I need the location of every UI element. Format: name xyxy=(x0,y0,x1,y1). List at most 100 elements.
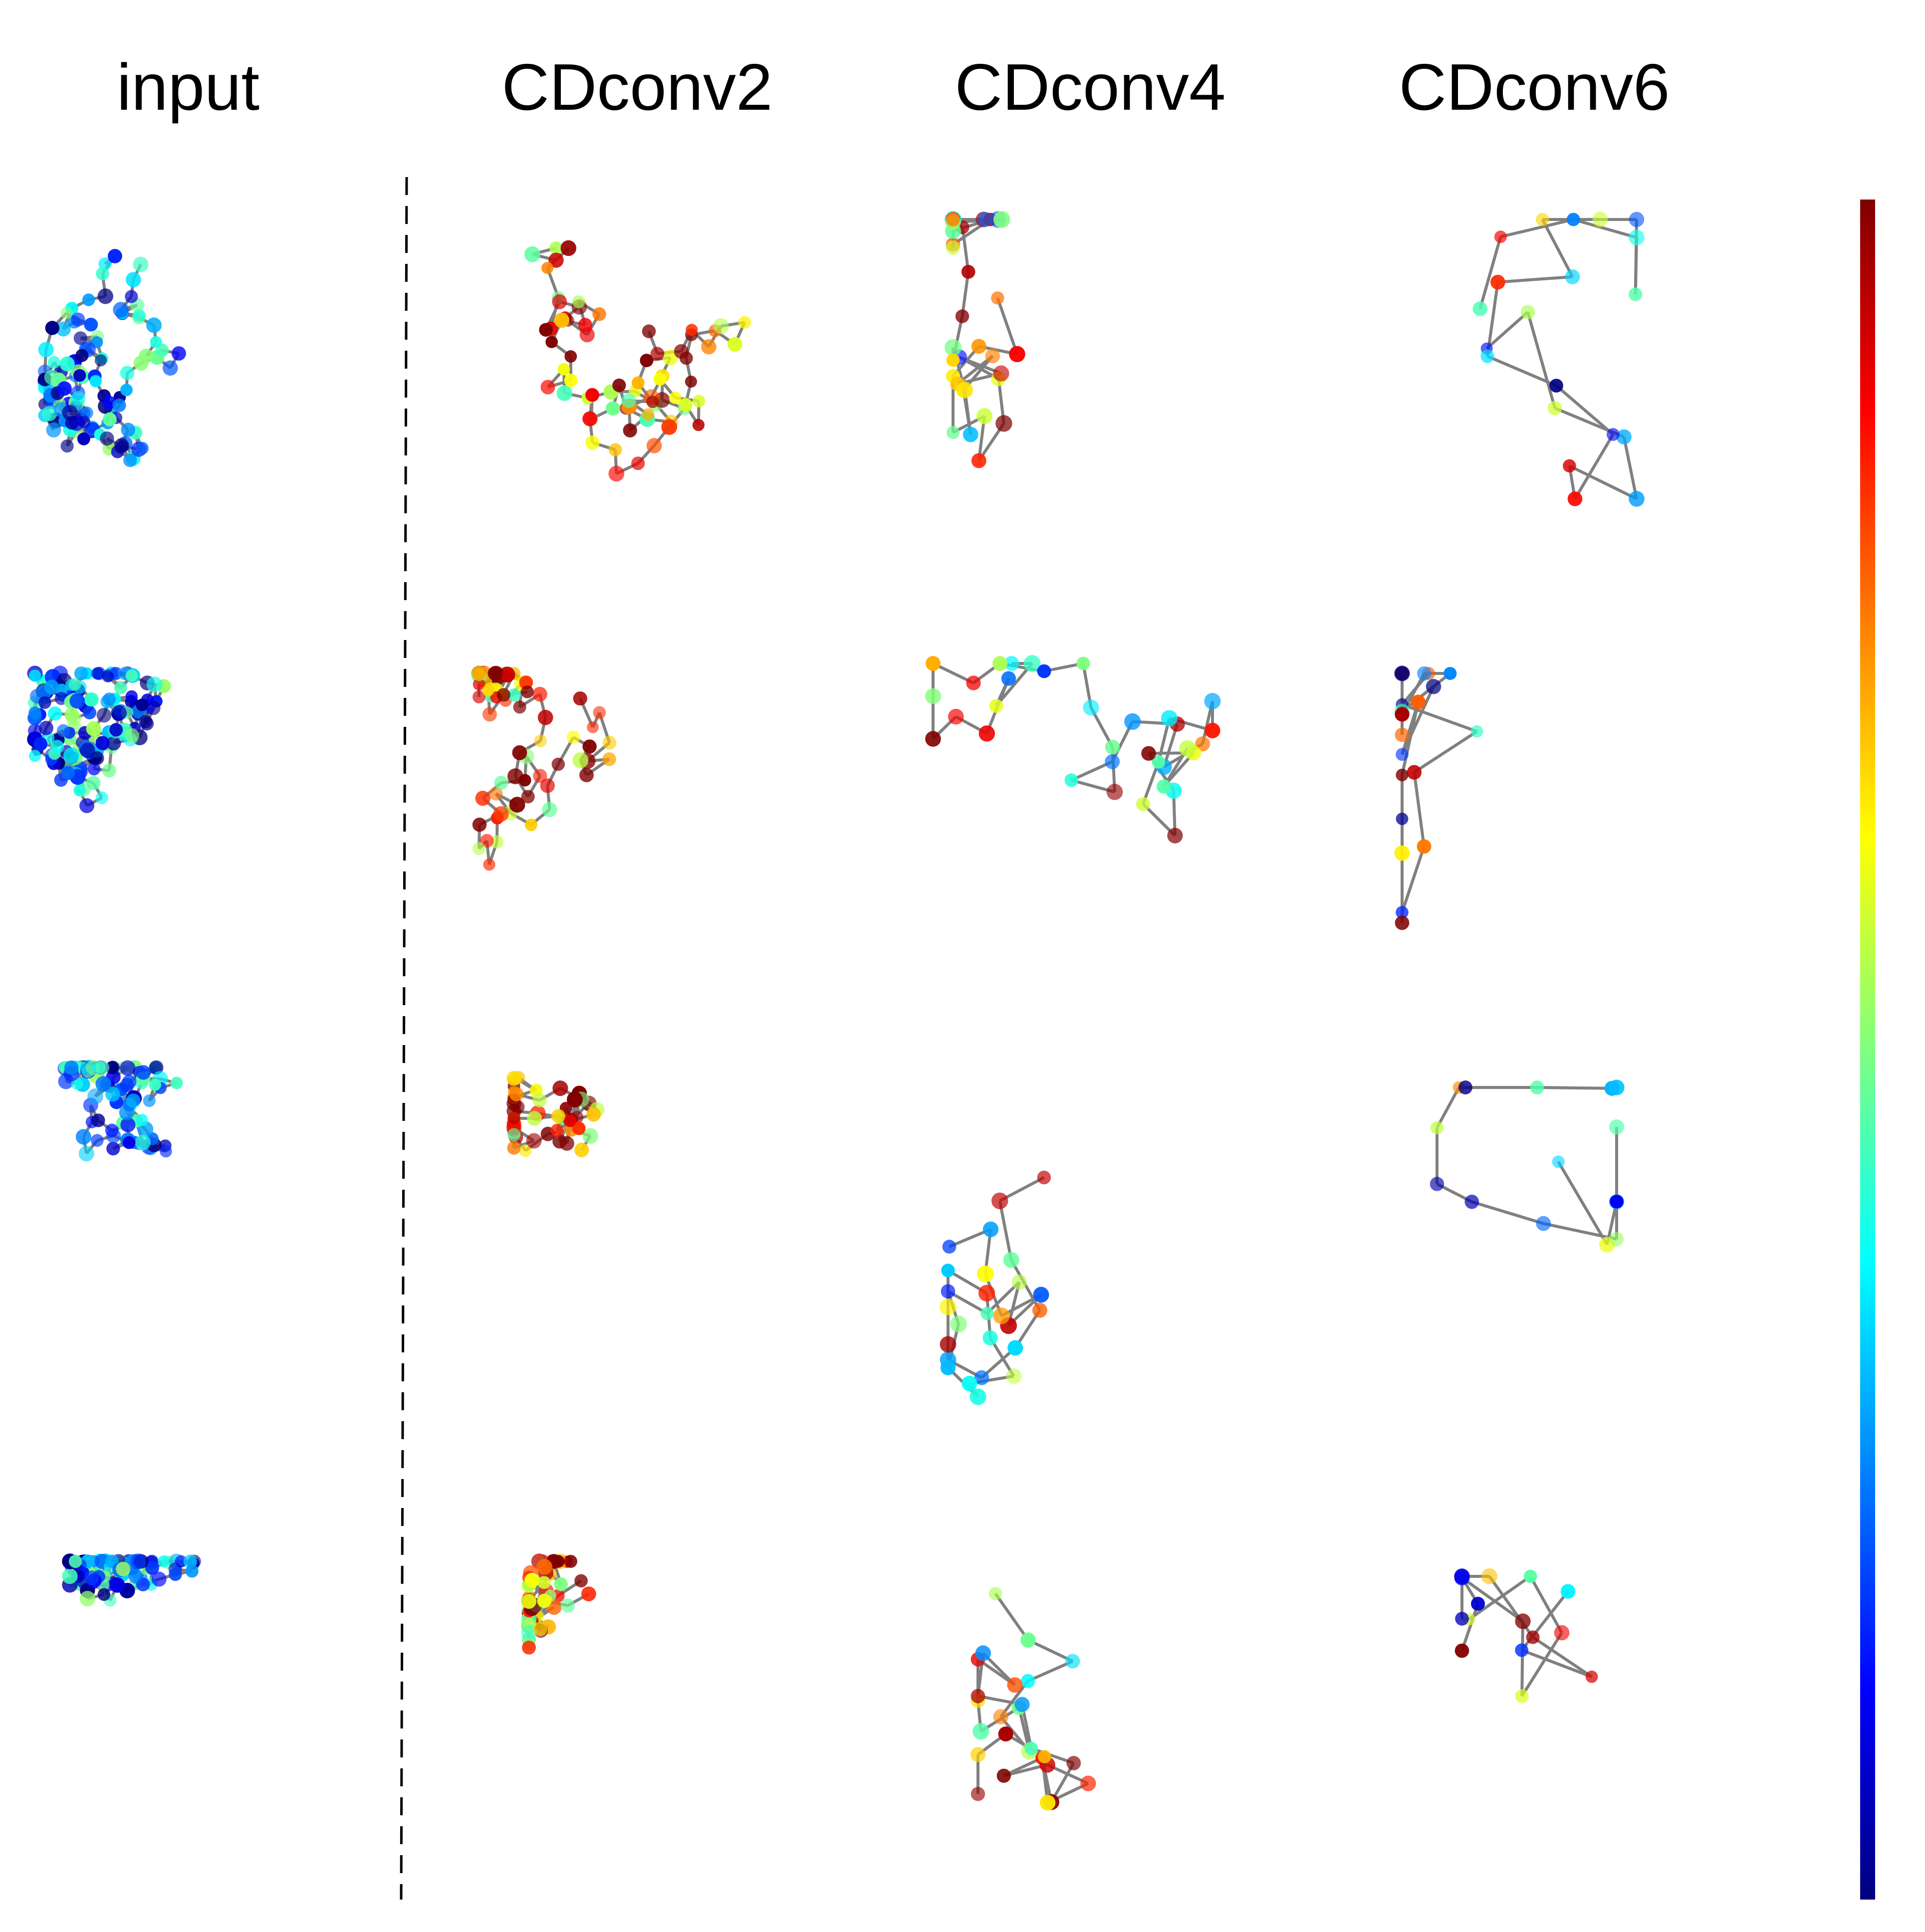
graph-node xyxy=(122,1136,136,1149)
graph-node xyxy=(661,419,678,435)
graph-node xyxy=(557,363,570,376)
graph-node xyxy=(972,1723,989,1740)
graph-node xyxy=(114,438,129,453)
graph-node xyxy=(532,1093,547,1108)
graph-node xyxy=(942,1240,957,1254)
graph-edge xyxy=(1413,730,1478,774)
graph-node xyxy=(38,696,51,709)
graph-node xyxy=(106,1141,120,1156)
graph-node xyxy=(646,438,662,453)
graph-node xyxy=(989,699,1003,713)
graph-node xyxy=(1033,1287,1049,1303)
graph-node xyxy=(494,776,508,790)
graph-node xyxy=(1124,713,1141,730)
graph-node xyxy=(1007,1677,1023,1693)
graph-node xyxy=(75,1129,91,1145)
graph-node xyxy=(57,381,72,396)
graph-node xyxy=(1396,768,1409,782)
graph-node xyxy=(669,392,682,404)
graph-node xyxy=(472,842,486,856)
column-divider xyxy=(400,177,408,1900)
graph-node xyxy=(61,766,75,780)
graph-node xyxy=(554,1577,568,1591)
graph-node xyxy=(549,241,563,255)
graph-node xyxy=(1536,213,1549,226)
graph-edge xyxy=(1142,761,1160,805)
graph-node xyxy=(941,1264,955,1278)
graph-node xyxy=(581,1586,596,1602)
graph-node xyxy=(80,743,95,758)
graph-node xyxy=(87,1088,103,1104)
graph-node xyxy=(985,348,1000,364)
graph-node xyxy=(126,1093,141,1108)
graph-node xyxy=(1037,1750,1051,1763)
graph-node xyxy=(1066,1756,1081,1770)
graph-node xyxy=(567,1091,583,1108)
graph-node xyxy=(1547,401,1562,416)
graph-node xyxy=(593,706,606,719)
graph-node xyxy=(73,784,86,797)
graph-node xyxy=(68,678,81,691)
graph-node xyxy=(78,416,91,429)
graph-edge xyxy=(1461,1576,1524,1623)
graph-node xyxy=(1609,1232,1624,1247)
graph-node xyxy=(946,213,960,226)
graph-node xyxy=(162,360,178,376)
graph-node xyxy=(585,388,599,402)
graph-node xyxy=(1141,746,1156,761)
graph-node xyxy=(574,1142,589,1157)
graph-node xyxy=(116,1561,131,1577)
graph-panel xyxy=(524,240,751,482)
graph-node xyxy=(1161,710,1178,727)
graph-node xyxy=(982,1221,999,1238)
graph-node xyxy=(602,752,616,766)
graph-node xyxy=(78,1145,94,1162)
graph-node xyxy=(513,700,526,714)
graph-node xyxy=(545,336,558,348)
graph-node xyxy=(640,354,654,368)
graph-node xyxy=(560,240,577,256)
graph-node xyxy=(169,1567,182,1581)
graph-node xyxy=(41,406,57,422)
graph-node xyxy=(1020,1632,1036,1648)
graph-node xyxy=(69,693,85,709)
graph-node xyxy=(170,1076,183,1089)
graph-edge xyxy=(1555,384,1614,436)
graph-node xyxy=(512,745,527,760)
graph-node xyxy=(139,714,153,728)
graph-node xyxy=(536,1559,553,1575)
graph-edge xyxy=(1500,218,1574,238)
graph-node xyxy=(473,690,485,704)
graph-node xyxy=(540,778,555,793)
graph-node xyxy=(1009,346,1025,363)
graph-node xyxy=(77,432,90,445)
column-title-cdconv6: CDconv6 xyxy=(1399,50,1670,124)
graph-node xyxy=(1523,1569,1537,1583)
graph-node xyxy=(1083,699,1099,716)
graph-node xyxy=(44,369,60,385)
graph-node xyxy=(1417,839,1432,854)
graph-node xyxy=(1014,1697,1030,1712)
graph-node xyxy=(948,708,964,725)
graph-edge xyxy=(1486,355,1557,387)
graph-node xyxy=(1407,765,1422,780)
graph-panels xyxy=(27,211,1645,1811)
graph-node xyxy=(39,720,53,735)
graph-node xyxy=(925,731,941,747)
graph-node xyxy=(713,318,729,334)
graph-node xyxy=(113,302,129,318)
graph-node xyxy=(1567,491,1583,506)
graph-node xyxy=(974,1370,989,1385)
graph-node xyxy=(527,1111,542,1126)
graph-edge xyxy=(1478,236,1502,309)
graph-node xyxy=(1585,1670,1598,1683)
graph-edge xyxy=(961,227,970,272)
graph-node xyxy=(993,1709,1009,1724)
graph-node xyxy=(970,1787,985,1801)
graph-node xyxy=(496,688,510,702)
graph-node xyxy=(1204,692,1221,710)
graph-node xyxy=(507,768,523,785)
graph-edge xyxy=(1521,1649,1593,1679)
graph-edge xyxy=(999,1176,1045,1202)
graph-node xyxy=(592,307,606,321)
